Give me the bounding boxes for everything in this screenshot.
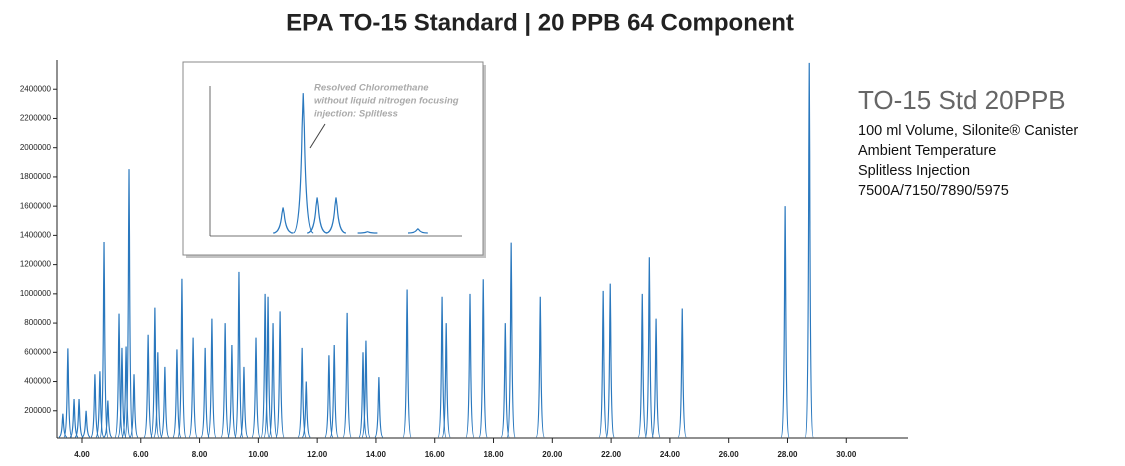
peak [329, 344, 339, 438]
peak [239, 366, 249, 438]
peak [95, 371, 105, 438]
peak [129, 374, 139, 438]
peak [804, 62, 814, 438]
x-tick-label: 10.00 [248, 450, 269, 459]
y-tick-label: 1800000 [20, 172, 52, 181]
peak [99, 241, 109, 438]
x-tick-label: 8.00 [192, 450, 208, 459]
peak [153, 352, 163, 438]
x-tick-label: 6.00 [133, 450, 149, 459]
plot: 200000 400000 600000 800000 1000000 1200000 14… [20, 62, 857, 459]
peak [188, 337, 198, 438]
x-tick-label: 24.00 [660, 450, 681, 459]
x-tick-label: 20.00 [542, 450, 563, 459]
peak [292, 93, 314, 234]
x-tick-label: 28.00 [777, 450, 798, 459]
y-tick-label: 600000 [24, 347, 51, 356]
peak [90, 374, 100, 438]
peak [342, 312, 352, 438]
x-tick-label: 16.00 [425, 450, 446, 459]
peak [677, 308, 687, 438]
peak [81, 410, 91, 438]
y-tick-label: 1400000 [20, 230, 52, 239]
peak [361, 340, 371, 438]
peak [121, 346, 131, 438]
peak [268, 323, 278, 438]
inset-plot [273, 93, 428, 234]
x-tick-label: 4.00 [74, 450, 90, 459]
peak [402, 289, 412, 438]
note: Splitless Injection [858, 163, 970, 179]
peak [325, 197, 347, 234]
peak [275, 311, 285, 438]
subtitle: TO-15 Std 20PPB [858, 85, 1066, 115]
peak [478, 279, 488, 438]
peak [441, 323, 451, 438]
x-tick-label: 12.00 [307, 450, 328, 459]
y-tick-label: 1000000 [20, 289, 52, 298]
peak [74, 399, 84, 438]
x-tick-label: 18.00 [484, 450, 505, 459]
peak [358, 352, 368, 438]
y-tick-label: 200000 [24, 406, 51, 415]
peak [263, 296, 273, 438]
y-tick-label: 2200000 [20, 114, 52, 123]
x-tick-label: 14.00 [366, 450, 387, 459]
peak [273, 207, 294, 234]
peak [637, 293, 647, 438]
peak [114, 313, 124, 438]
peak [124, 169, 134, 438]
peak [598, 290, 608, 438]
peak [651, 318, 661, 438]
peak [143, 334, 153, 438]
peak [150, 307, 160, 438]
peak [407, 228, 428, 234]
peak [780, 206, 790, 438]
annotation: without liquid nitrogen focusing [314, 96, 459, 107]
peak [251, 337, 261, 438]
peak [200, 347, 210, 438]
peak [644, 257, 654, 438]
annotation: injection: Splitless [314, 109, 398, 120]
peak [357, 231, 378, 234]
peak [207, 318, 217, 438]
peak [301, 381, 311, 438]
y-tick-label: 2400000 [20, 84, 52, 93]
peak [500, 323, 510, 438]
peak [227, 344, 237, 438]
peak [535, 296, 545, 438]
y-tick-label: 2000000 [20, 143, 52, 152]
peak [63, 348, 73, 438]
y-tick-label: 400000 [24, 377, 51, 386]
x-tick-label: 22.00 [601, 450, 622, 459]
peak [220, 323, 230, 438]
peak [506, 242, 516, 438]
chart-title: EPA TO-15 Standard | 20 PPB 64 Component [286, 9, 794, 36]
peak [234, 271, 244, 438]
peak [177, 278, 187, 438]
x-tick-label: 30.00 [836, 450, 857, 459]
peak [160, 366, 170, 438]
x-tick-label: 26.00 [719, 450, 740, 459]
peak [605, 283, 615, 438]
y-tick-label: 1200000 [20, 260, 52, 269]
peak [69, 399, 79, 438]
y-tick-label: 800000 [24, 318, 51, 327]
note: 7500A/7150/7890/5975 [858, 183, 1009, 199]
peak [103, 400, 113, 438]
annotation: Resolved Chloromethane [314, 83, 429, 94]
callout-line [309, 123, 326, 149]
peak [260, 293, 270, 438]
peak [324, 355, 334, 438]
peak [374, 377, 384, 438]
peak [307, 197, 328, 234]
note: 100 ml Volume, Silonite® Canister [858, 123, 1078, 139]
y-tick-label: 1600000 [20, 201, 52, 210]
peak [465, 293, 475, 438]
note: Ambient Temperature [858, 143, 996, 159]
